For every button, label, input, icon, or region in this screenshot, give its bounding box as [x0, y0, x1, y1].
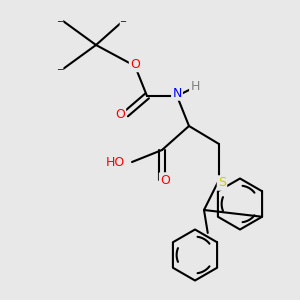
- Text: N: N: [172, 86, 182, 100]
- Text: ─: ─: [121, 16, 125, 26]
- Text: ─: ─: [58, 64, 62, 74]
- Text: HO: HO: [105, 155, 124, 169]
- Text: O: O: [160, 173, 170, 187]
- Text: O: O: [130, 58, 140, 71]
- Text: H: H: [190, 80, 200, 94]
- Text: S: S: [218, 176, 226, 190]
- Text: O: O: [115, 107, 125, 121]
- Text: ─: ─: [58, 16, 62, 26]
